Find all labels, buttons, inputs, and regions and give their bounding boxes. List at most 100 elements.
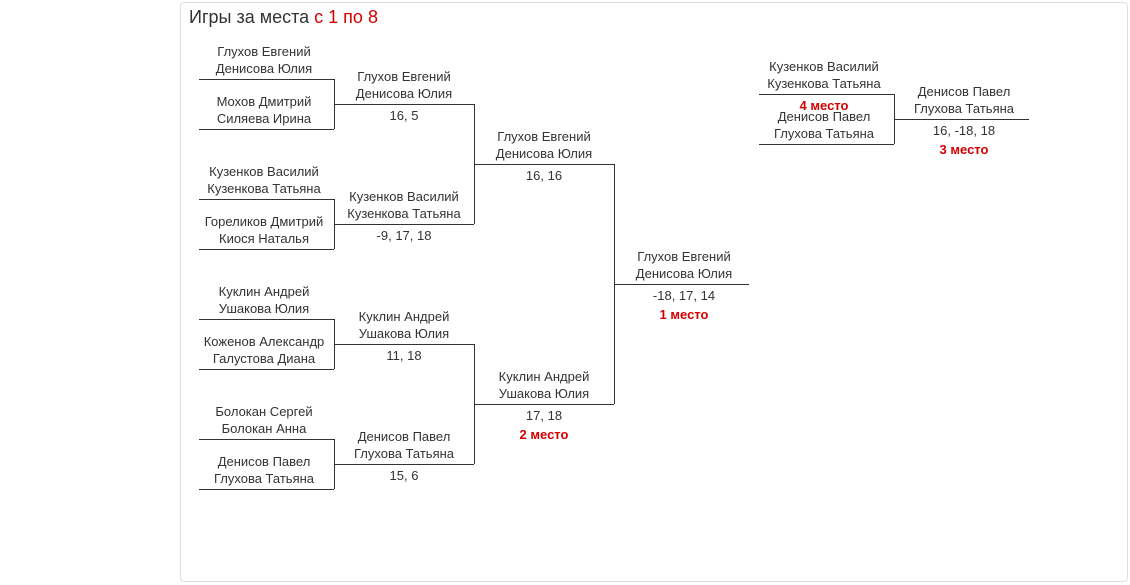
player1: Глухов Евгений: [619, 248, 749, 265]
r1-slot-6: Болокан СергейБолокан Анна: [199, 403, 329, 440]
pair-names: Кузенков ВасилийКузенкова Татьяна: [759, 58, 889, 95]
player2: Денисова Юлия: [619, 265, 749, 282]
player2: Глухова Татьяна: [199, 470, 329, 487]
r1-slot-7: Денисов ПавелГлухова Татьяна: [199, 453, 329, 490]
connector: [334, 104, 339, 105]
player2: Глухова Татьяна: [899, 100, 1029, 117]
player1: Денисов Павел: [199, 453, 329, 470]
r1-slot-1: Мохов ДмитрийСиляева Ирина: [199, 93, 329, 130]
player2: Болокан Анна: [199, 420, 329, 437]
score: -18, 17, 14: [619, 285, 749, 304]
score: 16, 5: [339, 105, 469, 124]
player1: Кузенков Василий: [339, 188, 469, 205]
pair-names: Куклин АндрейУшакова Юлия: [339, 308, 469, 345]
player2: Кузенкова Татьяна: [199, 180, 329, 197]
player1: Денисов Павел: [759, 108, 889, 125]
pair-names: Глухов ЕвгенийДенисова Юлия: [199, 43, 329, 80]
connector: [329, 489, 334, 490]
r1-slot-2: Кузенков ВасилийКузенкова Татьяна: [199, 163, 329, 200]
pair-names: Денисов ПавелГлухова Татьяна: [339, 428, 469, 465]
player1: Глухов Евгений: [479, 128, 609, 145]
score: 16, -18, 18: [899, 120, 1029, 139]
score: 16, 16: [479, 165, 609, 184]
pair-names: Кузенков ВасилийКузенкова Татьяна: [199, 163, 329, 200]
r1-slot-0: Глухов ЕвгенийДенисова Юлия: [199, 43, 329, 80]
pair-names: Болокан СергейБолокан Анна: [199, 403, 329, 440]
player2: Денисова Юлия: [479, 145, 609, 162]
player1: Куклин Андрей: [479, 368, 609, 385]
place-label: 1 место: [619, 304, 749, 323]
place-label: 2 место: [479, 424, 609, 443]
connector: [334, 344, 339, 345]
connector: [889, 144, 894, 145]
connector: [474, 404, 479, 405]
r2-slot-0: Глухов ЕвгенийДенисова Юлия16, 5: [339, 68, 469, 124]
final-slot: Глухов ЕвгенийДенисова Юлия-18, 17, 141 …: [619, 248, 749, 323]
r3-slot-1: Куклин АндрейУшакова Юлия17, 182 место: [479, 368, 609, 443]
player1: Кузенков Василий: [199, 163, 329, 180]
player2: Кузенкова Татьяна: [759, 75, 889, 92]
connector: [334, 464, 339, 465]
r3-slot-0: Глухов ЕвгенийДенисова Юлия16, 16: [479, 128, 609, 184]
player2: Глухова Татьяна: [339, 445, 469, 462]
score: 17, 18: [479, 405, 609, 424]
player1: Куклин Андрей: [339, 308, 469, 325]
player2: Киося Наталья: [199, 230, 329, 247]
pair-names: Куклин АндрейУшакова Юлия: [199, 283, 329, 320]
player2: Денисова Юлия: [339, 85, 469, 102]
player2: Ушакова Юлия: [479, 385, 609, 402]
player2: Ушакова Юлия: [199, 300, 329, 317]
bracket-panel: Игры за места с 1 по 8 { "title":{"prefi…: [180, 2, 1128, 582]
player2: Галустова Диана: [199, 350, 329, 367]
bracket-title: Игры за места с 1 по 8: [189, 7, 378, 28]
pair-names: Коженов АлександрГалустова Диана: [199, 333, 329, 370]
player1: Коженов Александр: [199, 333, 329, 350]
player1: Болокан Сергей: [199, 403, 329, 420]
player1: Мохов Дмитрий: [199, 93, 329, 110]
connector: [329, 369, 334, 370]
cons-bot: Денисов ПавелГлухова Татьяна: [759, 108, 889, 145]
connector: [469, 464, 474, 465]
player1: Куклин Андрей: [199, 283, 329, 300]
connector: [614, 284, 619, 285]
cons-winner: Денисов ПавелГлухова Татьяна16, -18, 183…: [899, 83, 1029, 158]
pair-names: Денисов ПавелГлухова Татьяна: [199, 453, 329, 490]
pair-names: Мохов ДмитрийСиляева Ирина: [199, 93, 329, 130]
player1: Гореликов Дмитрий: [199, 213, 329, 230]
connector: [329, 249, 334, 250]
pair-names: Кузенков ВасилийКузенкова Татьяна: [339, 188, 469, 225]
pair-names: Глухов ЕвгенийДенисова Юлия: [339, 68, 469, 105]
player1: Денисов Павел: [899, 83, 1029, 100]
connector: [334, 224, 339, 225]
place-label: 3 место: [899, 139, 1029, 158]
pair-names: Куклин АндрейУшакова Юлия: [479, 368, 609, 405]
pair-names: Глухов ЕвгенийДенисова Юлия: [479, 128, 609, 165]
r1-slot-5: Коженов АлександрГалустова Диана: [199, 333, 329, 370]
pair-names: Денисов ПавелГлухова Татьяна: [899, 83, 1029, 120]
connector: [329, 129, 334, 130]
player1: Глухов Евгений: [339, 68, 469, 85]
r2-slot-3: Денисов ПавелГлухова Татьяна15, 6: [339, 428, 469, 484]
player2: Ушакова Юлия: [339, 325, 469, 342]
player1: Кузенков Василий: [759, 58, 889, 75]
cons-top: Кузенков ВасилийКузенкова Татьяна4 место: [759, 58, 889, 114]
pair-names: Денисов ПавелГлухова Татьяна: [759, 108, 889, 145]
pair-names: Глухов ЕвгенийДенисова Юлия: [619, 248, 749, 285]
connector: [469, 224, 474, 225]
title-prefix: Игры за места: [189, 7, 309, 27]
connector: [894, 119, 899, 120]
r1-slot-3: Гореликов ДмитрийКиося Наталья: [199, 213, 329, 250]
r2-slot-2: Куклин АндрейУшакова Юлия11, 18: [339, 308, 469, 364]
player2: Глухова Татьяна: [759, 125, 889, 142]
player1: Глухов Евгений: [199, 43, 329, 60]
pair-names: Гореликов ДмитрийКиося Наталья: [199, 213, 329, 250]
connector: [609, 404, 614, 405]
score: 15, 6: [339, 465, 469, 484]
player2: Кузенкова Татьяна: [339, 205, 469, 222]
player2: Силяева Ирина: [199, 110, 329, 127]
title-range: с 1 по 8: [314, 7, 378, 27]
r2-slot-1: Кузенков ВасилийКузенкова Татьяна-9, 17,…: [339, 188, 469, 244]
connector: [474, 164, 479, 165]
score: 11, 18: [339, 345, 469, 364]
r1-slot-4: Куклин АндрейУшакова Юлия: [199, 283, 329, 320]
